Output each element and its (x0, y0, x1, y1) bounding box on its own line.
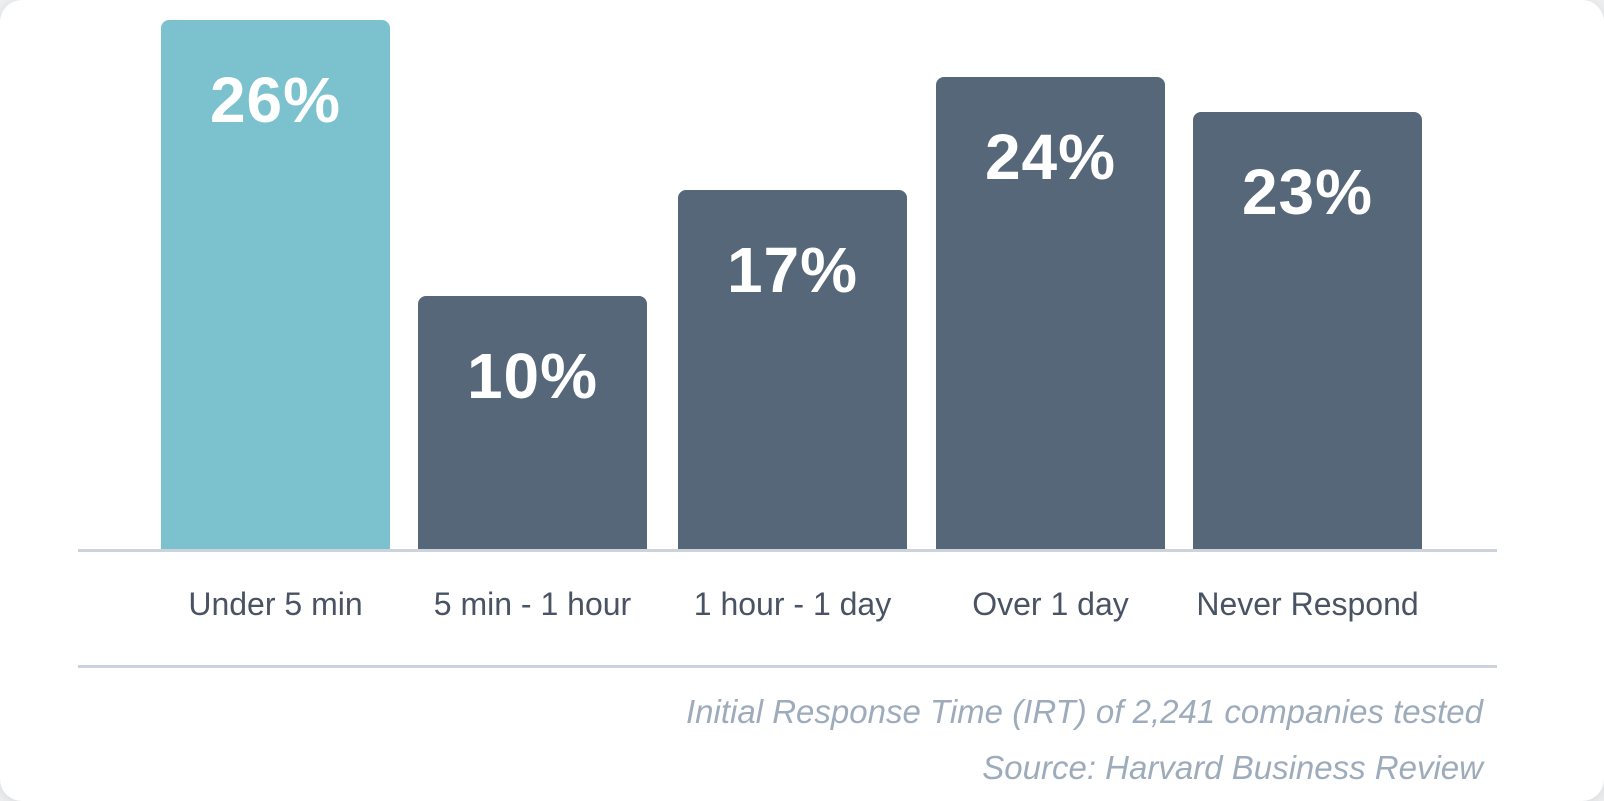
bar-value-label: 24% (984, 121, 1117, 193)
bar-1-hour-1-day: 17% (678, 190, 907, 549)
x-axis-label-never-respond: Never Respond (1196, 586, 1419, 622)
bar-5-min-1-hour: 10% (418, 296, 647, 549)
bar-value-label: 23% (1241, 156, 1374, 228)
x-axis-label-over-1-day: Over 1 day (972, 586, 1129, 622)
x-axis-label-1-hour-1-day: 1 hour - 1 day (693, 586, 892, 622)
bar-value-label: 10% (466, 340, 599, 412)
bar-never-respond: 23% (1193, 112, 1422, 549)
bar-value-label: 26% (209, 64, 342, 136)
bar-over-1-day: 24% (936, 77, 1165, 549)
footer-divider (78, 665, 1497, 668)
chart-captions: Initial Response Time (IRT) of 2,241 com… (686, 684, 1483, 796)
x-axis-label-5-min-1-hour: 5 min - 1 hour (433, 586, 632, 622)
bar-under-5-min: 26% (161, 20, 390, 549)
x-axis-baseline (78, 549, 1497, 552)
x-axis-label-under-5-min: Under 5 min (188, 586, 363, 622)
caption-line: Initial Response Time (IRT) of 2,241 com… (686, 693, 1483, 730)
bar-value-label: 17% (726, 234, 859, 306)
source-caption-line: Source: Harvard Business Review (982, 749, 1483, 786)
